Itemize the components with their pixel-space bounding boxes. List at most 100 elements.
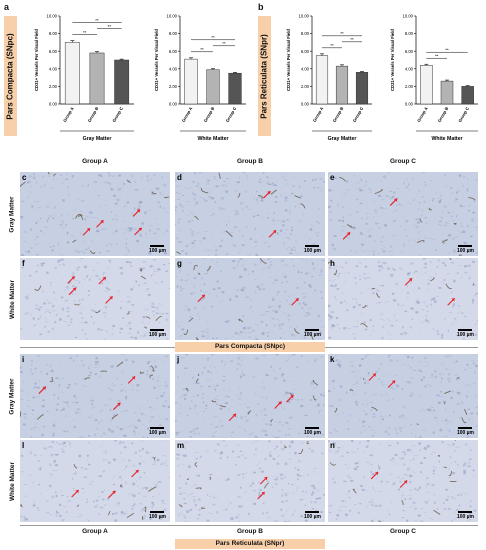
cell-nucleus bbox=[176, 433, 179, 436]
cell-nucleus bbox=[448, 476, 451, 479]
vessel-stain bbox=[444, 390, 452, 394]
cell-nucleus bbox=[274, 436, 278, 438]
bar-3 bbox=[228, 72, 242, 105]
fiber bbox=[39, 465, 42, 468]
cell-nucleus bbox=[200, 385, 204, 388]
fiber bbox=[175, 276, 178, 278]
cell-nucleus bbox=[49, 463, 52, 467]
vessel-stain bbox=[259, 258, 267, 264]
panel-letter-h: h bbox=[330, 259, 335, 268]
cell-nucleus bbox=[37, 264, 39, 267]
cell-nucleus bbox=[349, 214, 352, 216]
fiber bbox=[315, 221, 319, 223]
fiber bbox=[109, 185, 112, 189]
cell-nucleus bbox=[439, 372, 441, 376]
cell-nucleus bbox=[151, 506, 154, 509]
cell-nucleus bbox=[32, 504, 36, 507]
cell-nucleus bbox=[469, 235, 473, 238]
cell-nucleus bbox=[37, 317, 40, 321]
vessel-stain bbox=[144, 506, 147, 513]
cell-nucleus bbox=[435, 192, 437, 194]
vessel-stain bbox=[200, 187, 209, 194]
red-arrow-head bbox=[232, 413, 237, 417]
cell-nucleus bbox=[107, 172, 111, 174]
cell-nucleus bbox=[78, 280, 81, 283]
fiber bbox=[272, 476, 275, 478]
cell-nucleus bbox=[328, 205, 331, 209]
cell-nucleus bbox=[274, 478, 278, 481]
fiber bbox=[337, 510, 343, 512]
cell-nucleus bbox=[98, 421, 100, 424]
fiber bbox=[27, 392, 30, 395]
fiber bbox=[118, 324, 121, 326]
vessel-stain bbox=[449, 258, 452, 260]
cell-nucleus bbox=[471, 412, 474, 414]
cell-nucleus bbox=[201, 371, 204, 374]
cell-nucleus bbox=[277, 430, 281, 432]
cell-nucleus bbox=[134, 426, 138, 429]
cell-nucleus bbox=[412, 501, 416, 505]
cell-nucleus bbox=[284, 434, 288, 437]
cell-nucleus bbox=[235, 516, 239, 519]
cell-nucleus bbox=[133, 503, 136, 506]
cell-nucleus bbox=[418, 254, 421, 256]
fiber bbox=[123, 253, 127, 256]
cell-nucleus bbox=[134, 180, 136, 183]
cell-nucleus bbox=[142, 436, 145, 438]
cell-nucleus bbox=[54, 206, 56, 209]
cell-nucleus bbox=[440, 216, 443, 220]
cell-nucleus bbox=[330, 284, 334, 287]
cell-nucleus bbox=[285, 359, 288, 362]
cell-nucleus bbox=[362, 425, 365, 428]
cell-nucleus bbox=[277, 290, 280, 294]
fiber bbox=[235, 331, 238, 333]
cell-nucleus bbox=[310, 484, 313, 487]
cell-nucleus bbox=[59, 514, 62, 517]
cell-nucleus bbox=[119, 428, 124, 431]
cell-nucleus bbox=[268, 266, 270, 269]
cell-nucleus bbox=[116, 426, 119, 428]
cell-nucleus bbox=[370, 503, 374, 507]
cell-nucleus bbox=[23, 413, 27, 416]
cell-nucleus bbox=[111, 332, 113, 336]
cell-nucleus bbox=[53, 394, 56, 396]
cell-nucleus bbox=[418, 486, 421, 490]
cell-nucleus bbox=[284, 196, 288, 199]
cell-nucleus bbox=[382, 325, 385, 328]
cell-nucleus bbox=[221, 291, 225, 294]
row-label-snpr-gray: Gray Matter bbox=[6, 354, 18, 438]
cell-nucleus bbox=[153, 232, 157, 235]
cell-nucleus bbox=[97, 194, 100, 196]
fiber bbox=[22, 240, 27, 244]
fiber bbox=[409, 449, 413, 453]
cell-nucleus bbox=[308, 284, 312, 287]
cell-nucleus bbox=[181, 194, 184, 197]
cell-nucleus bbox=[472, 362, 475, 366]
cell-nucleus bbox=[40, 262, 44, 265]
fiber bbox=[429, 518, 434, 520]
cell-nucleus bbox=[219, 419, 222, 422]
cell-nucleus bbox=[401, 387, 404, 391]
fiber bbox=[162, 455, 167, 457]
cell-nucleus bbox=[361, 403, 365, 405]
cell-nucleus bbox=[372, 415, 376, 419]
cell-nucleus bbox=[57, 403, 60, 405]
cell-nucleus bbox=[88, 374, 92, 377]
cell-nucleus bbox=[422, 308, 424, 311]
cell-nucleus bbox=[207, 385, 212, 388]
fiber bbox=[260, 387, 262, 389]
cell-nucleus bbox=[329, 219, 333, 222]
cell-nucleus bbox=[155, 312, 159, 315]
fiber bbox=[417, 231, 422, 233]
cell-nucleus bbox=[456, 403, 460, 405]
cell-nucleus bbox=[191, 376, 195, 379]
cell-nucleus bbox=[290, 192, 294, 195]
cell-nucleus bbox=[164, 400, 167, 402]
cell-nucleus bbox=[423, 356, 427, 360]
fiber bbox=[437, 197, 443, 200]
fiber bbox=[425, 288, 429, 291]
cell-nucleus bbox=[475, 406, 478, 408]
cell-nucleus bbox=[152, 503, 155, 506]
cell-nucleus bbox=[335, 283, 337, 287]
fiber bbox=[20, 217, 24, 221]
